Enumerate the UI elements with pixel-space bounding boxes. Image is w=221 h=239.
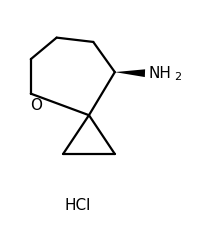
- Text: 2: 2: [174, 72, 181, 82]
- Text: NH: NH: [148, 66, 171, 81]
- Text: HCl: HCl: [65, 198, 91, 213]
- Text: O: O: [30, 98, 42, 113]
- Polygon shape: [115, 69, 145, 77]
